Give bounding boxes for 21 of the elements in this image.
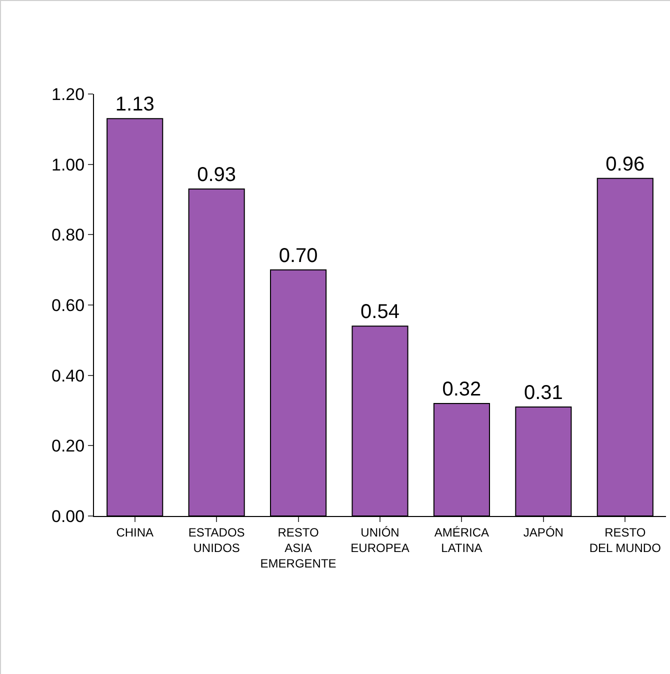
y-tick-label: 0.40 [52, 366, 85, 386]
y-tick-label: 0.20 [52, 436, 85, 456]
x-tick-label: AMÉRICA LATINA [434, 525, 490, 555]
x-tick-label: RESTO DEL MUNDO [589, 525, 661, 555]
data-label: 0.70 [278, 244, 318, 267]
data-label: 1.13 [115, 94, 154, 116]
y-tick-label: 0.60 [52, 296, 85, 315]
x-tick-label: CHINA [116, 525, 154, 540]
x-tick-label: RESTO ASIA EMERGENTE [260, 525, 336, 571]
y-tick-label: 0.80 [52, 226, 85, 245]
data-label: 0.32 [442, 378, 482, 400]
x-tick-label: ESTADOS UNIDOS [188, 525, 245, 555]
data-label: 0.31 [524, 382, 563, 404]
x-tick-label: JAPÓN [523, 525, 564, 540]
data-label: 0.54 [360, 301, 400, 324]
y-tick-label: 1.00 [52, 155, 85, 174]
y-tick-label: 0.00 [52, 506, 85, 526]
data-label: 0.96 [606, 153, 645, 176]
x-tick-label: UNIÓN EUROPEA [350, 525, 410, 555]
y-tick-label: 1.20 [52, 84, 85, 104]
data-label: 0.93 [197, 164, 236, 186]
